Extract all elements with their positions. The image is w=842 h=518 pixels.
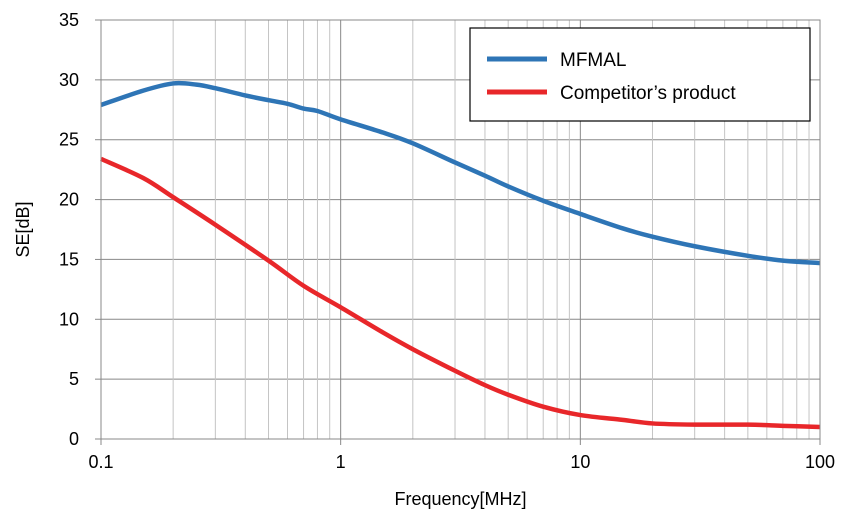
y-tick-label: 15	[59, 249, 79, 269]
x-tick-label: 0.1	[88, 452, 113, 472]
legend-label-competitor: Competitor’s product	[560, 83, 736, 104]
y-tick-label: 25	[59, 130, 79, 150]
x-axis-title: Frequency[MHz]	[394, 489, 526, 509]
x-tick-label: 10	[570, 452, 590, 472]
y-tick-label: 30	[59, 70, 79, 90]
legend-box	[469, 27, 811, 122]
plot-area	[100, 19, 821, 440]
y-tick-label: 20	[59, 190, 79, 210]
y-axis-title: SE[dB]	[13, 201, 33, 257]
x-tick-label: 100	[805, 452, 835, 472]
y-tick-label: 10	[59, 309, 79, 329]
grid	[100, 19, 820, 440]
series-lines	[100, 80, 821, 430]
series-line-mfmal	[100, 80, 821, 266]
y-tick-label: 35	[59, 10, 79, 30]
legend-label-mfmal: MFMAL	[560, 50, 627, 71]
tick-labels: 0.1 1 10 100 0 5 10 15 20 25 30 35	[59, 10, 835, 472]
x-tick-label: 1	[336, 452, 346, 472]
y-tick-label: 0	[69, 429, 79, 449]
legend: MFMAL Competitor’s product	[469, 27, 811, 122]
y-tick-label: 5	[69, 369, 79, 389]
series-line-competitor	[100, 156, 821, 430]
